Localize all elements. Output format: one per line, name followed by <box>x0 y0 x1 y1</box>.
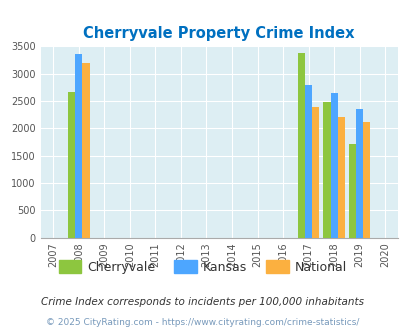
Bar <box>348 144 355 238</box>
Bar <box>304 85 311 238</box>
Text: Crime Index corresponds to incidents per 100,000 inhabitants: Crime Index corresponds to incidents per… <box>41 297 364 307</box>
Bar <box>362 122 369 238</box>
Title: Cherryvale Property Crime Index: Cherryvale Property Crime Index <box>83 26 354 41</box>
Bar <box>330 93 337 238</box>
Legend: Cherryvale, Kansas, National: Cherryvale, Kansas, National <box>59 260 346 274</box>
Text: © 2025 CityRating.com - https://www.cityrating.com/crime-statistics/: © 2025 CityRating.com - https://www.city… <box>46 318 359 327</box>
Bar <box>82 63 90 238</box>
Bar <box>322 102 330 238</box>
Bar <box>297 53 304 238</box>
Bar <box>75 54 82 238</box>
Bar <box>311 108 318 238</box>
Bar <box>355 109 362 238</box>
Bar <box>68 92 75 238</box>
Bar <box>337 117 344 238</box>
